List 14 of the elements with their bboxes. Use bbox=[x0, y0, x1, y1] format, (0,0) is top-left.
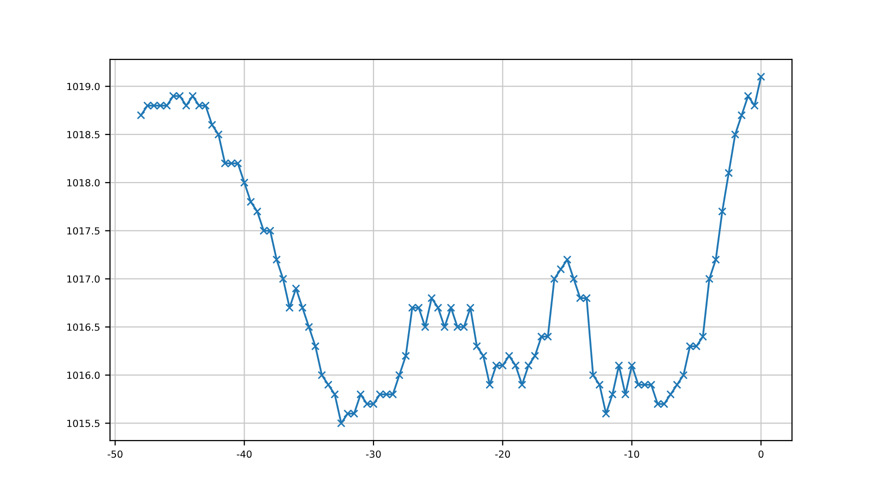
y-tick-label: 1018.5 bbox=[67, 130, 100, 138]
x-tick-label: -50 bbox=[108, 450, 122, 458]
y-tick-label: 1019.0 bbox=[67, 82, 100, 90]
y-tick-label: 1015.5 bbox=[67, 420, 100, 428]
x-tick-label: 0 bbox=[758, 450, 764, 458]
y-tick-label: 1017.5 bbox=[67, 227, 100, 235]
y-tick-label: 1018.0 bbox=[67, 179, 100, 186]
y-tick-label: 1016.0 bbox=[67, 372, 100, 379]
y-tick-label: 1017.0 bbox=[67, 275, 100, 283]
y-tick-label: 1016.5 bbox=[67, 323, 100, 331]
x-tick-label: -30 bbox=[366, 450, 381, 458]
x-tick-label: -20 bbox=[495, 450, 510, 458]
x-tick-label: -40 bbox=[236, 450, 252, 458]
x-tick-label: -10 bbox=[624, 450, 640, 458]
